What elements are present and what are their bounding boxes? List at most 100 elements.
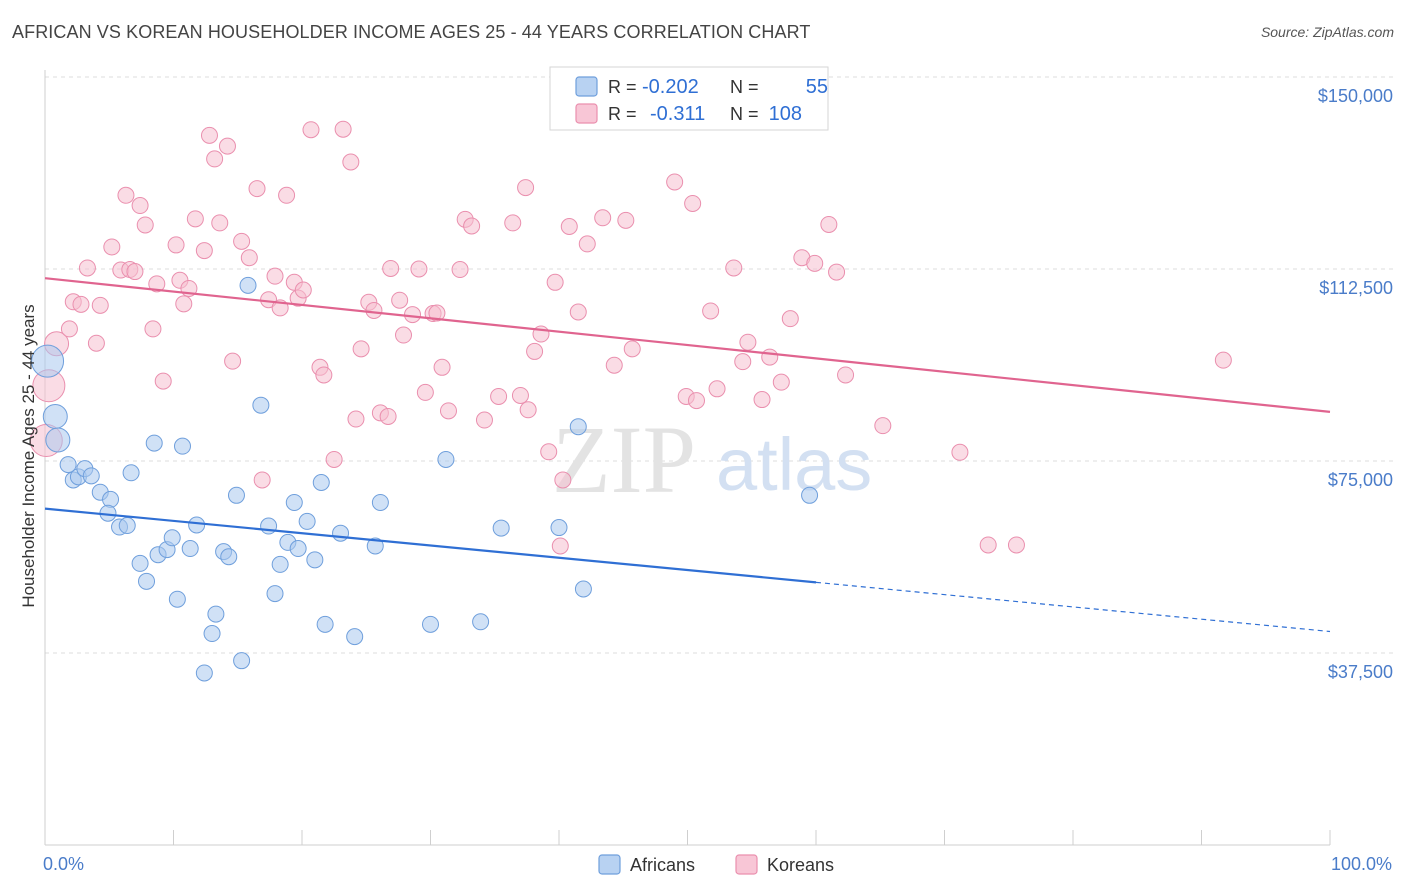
- y-tick-label-2: $112,500: [1319, 278, 1393, 298]
- y-tick-label-0: $37,500: [1328, 662, 1393, 682]
- legend-r-label-koreans: R =: [608, 104, 637, 124]
- africans-point: [472, 613, 490, 631]
- chart-title: AFRICAN VS KOREAN HOUSEHOLDER INCOME AGE…: [12, 22, 811, 42]
- koreans-point: [131, 197, 149, 215]
- koreans-point: [753, 391, 771, 409]
- africans-point: [346, 628, 364, 646]
- koreans-point: [519, 401, 537, 419]
- africans-point: [31, 344, 65, 378]
- africans-point: [102, 490, 120, 508]
- koreans-point: [206, 150, 224, 168]
- africans-point: [492, 519, 510, 537]
- africans-point: [332, 524, 350, 542]
- africans-point: [188, 516, 206, 534]
- koreans-point: [144, 320, 162, 338]
- africans-point: [233, 652, 251, 670]
- koreans-point: [684, 194, 702, 212]
- legend-r-value-koreans: -0.311: [650, 103, 705, 125]
- x-ticks: [44, 830, 1331, 845]
- koreans-point: [117, 186, 135, 204]
- koreans-point: [302, 121, 320, 139]
- koreans-point: [136, 216, 154, 234]
- legend-n-value-koreans: 108: [769, 103, 802, 125]
- koreans-point: [416, 383, 434, 401]
- africans-point: [371, 493, 389, 511]
- koreans-point: [240, 249, 258, 267]
- y-tick-label-1: $75,000: [1328, 470, 1393, 490]
- koreans-point: [200, 126, 218, 144]
- africans-point: [168, 590, 186, 608]
- koreans-point: [186, 210, 204, 228]
- legend-bottom-swatch-koreans: [735, 854, 758, 875]
- koreans-point: [167, 236, 185, 254]
- koreans-point: [475, 411, 493, 429]
- legend-bottom-label-koreans: Koreans: [767, 855, 834, 875]
- koreans-point: [781, 310, 799, 328]
- koreans-point: [433, 358, 451, 376]
- africans-point: [422, 615, 439, 633]
- y-axis-label: Householder Income Ages 25 - 44 years: [19, 304, 38, 607]
- africans-trend-extension: [815, 581, 1331, 633]
- y-tick-label-3: $150,000: [1318, 86, 1393, 106]
- koreans-point: [224, 352, 242, 370]
- koreans-point: [511, 386, 529, 404]
- koreans-point: [451, 261, 469, 279]
- koreans-point: [702, 302, 720, 320]
- koreans-point: [560, 218, 578, 236]
- africans-point: [207, 605, 225, 623]
- legend-bottom-swatch-africans: [598, 854, 621, 875]
- legend-r-value-africans: -0.202: [642, 76, 699, 98]
- koreans-point: [666, 173, 684, 191]
- koreans-point: [248, 180, 266, 198]
- koreans-point: [253, 471, 271, 489]
- africans-point: [138, 572, 156, 590]
- africans-point: [145, 434, 163, 452]
- koreans-point: [103, 238, 121, 256]
- legend-n-label-africans: N =: [730, 77, 759, 97]
- africans-point: [181, 540, 199, 558]
- koreans-point: [342, 153, 360, 171]
- koreans-point: [517, 179, 535, 197]
- africans-point: [569, 418, 587, 436]
- koreans-point: [404, 306, 422, 324]
- koreans-point: [233, 232, 251, 250]
- africans-point: [220, 548, 238, 566]
- legend-bottom: Africans Koreans: [598, 854, 834, 875]
- legend-top: R = -0.202 N = 55 R = -0.311 N = 108: [549, 66, 829, 131]
- koreans-point: [428, 304, 446, 322]
- africans-point: [163, 529, 181, 547]
- grid-lines: [45, 76, 1395, 654]
- koreans-point: [623, 340, 641, 358]
- koreans-point: [266, 267, 284, 285]
- legend-n-value-africans: 55: [806, 76, 828, 98]
- koreans-point: [546, 273, 564, 291]
- koreans-point: [578, 235, 596, 253]
- koreans-point: [126, 263, 144, 281]
- koreans-point: [617, 211, 635, 229]
- africans-point: [550, 519, 568, 537]
- koreans-point: [734, 353, 752, 371]
- africans-point: [289, 540, 307, 558]
- koreans-point: [365, 301, 383, 319]
- africans-point: [45, 427, 71, 453]
- africans-point: [59, 456, 77, 474]
- koreans-point: [1214, 351, 1232, 369]
- africans-point: [122, 464, 140, 482]
- koreans-point: [463, 217, 481, 235]
- koreans-point: [828, 263, 846, 281]
- koreans-trend-line: [44, 277, 1331, 413]
- koreans-point: [294, 281, 312, 299]
- koreans-point: [540, 443, 558, 461]
- koreans-point: [605, 356, 623, 374]
- watermark-atlas: atlas: [716, 423, 872, 506]
- koreans-point: [725, 259, 743, 277]
- koreans-point: [315, 366, 333, 384]
- koreans-point: [352, 340, 370, 358]
- africans-point: [227, 486, 245, 504]
- africans-point: [271, 555, 289, 573]
- koreans-point: [569, 303, 587, 321]
- africans-point: [366, 537, 384, 555]
- koreans-point: [391, 291, 409, 309]
- africans-point: [195, 664, 213, 682]
- africans-point: [266, 585, 284, 603]
